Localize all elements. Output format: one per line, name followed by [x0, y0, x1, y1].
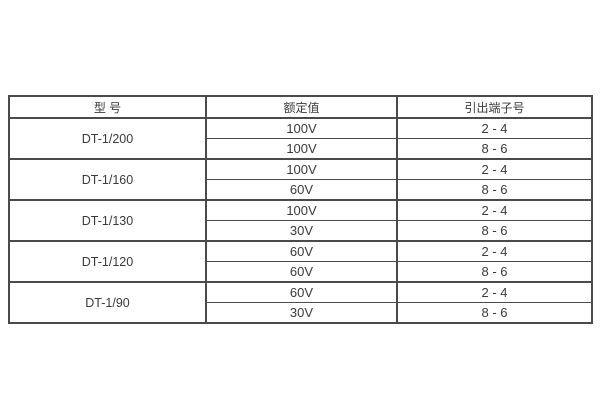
relay-spec-table: 型 号 额定值 引出端子号 DT-1/200 100V 2 - 4 100V 8… — [8, 95, 593, 324]
terminal-cell: 2 - 4 — [396, 281, 593, 303]
table-row: DT-1/120 60V 2 - 4 — [8, 240, 593, 283]
terminal-cell: 2 - 4 — [396, 240, 593, 262]
rated-value-cell: 100V — [205, 138, 398, 160]
rated-value-cell: 100V — [205, 117, 398, 139]
rated-value-cell: 100V — [205, 199, 398, 221]
header-row: 型 号 额定值 引出端子号 — [8, 95, 593, 119]
table-row: DT-1/200 100V 2 - 4 — [8, 117, 593, 160]
model-cell: DT-1/120 — [8, 240, 207, 283]
terminal-cell: 2 - 4 — [396, 199, 593, 221]
rated-value-cell: 30V — [205, 302, 398, 324]
table-row: DT-1/130 100V 2 - 4 — [8, 199, 593, 242]
terminal-cell: 8 - 6 — [396, 261, 593, 283]
rated-value-cell: 60V — [205, 179, 398, 201]
terminal-cell: 8 - 6 — [396, 179, 593, 201]
model-cell: DT-1/130 — [8, 199, 207, 242]
model-cell: DT-1/90 — [8, 281, 207, 324]
table-row: 60V 8 - 6 — [9, 261, 593, 283]
model-cell: DT-1/200 — [8, 117, 207, 160]
header-terminal-number: 引出端子号 — [396, 95, 593, 119]
table-row: DT-1/160 100V 2 - 4 — [8, 158, 593, 201]
terminal-cell: 8 - 6 — [396, 302, 593, 324]
model-cell: DT-1/160 — [8, 158, 207, 201]
header-model: 型 号 — [8, 95, 207, 119]
table-row: 30V 8 - 6 — [9, 302, 593, 324]
header-rated-value: 额定值 — [205, 95, 398, 119]
terminal-cell: 2 - 4 — [396, 158, 593, 180]
rated-value-cell: 60V — [205, 281, 398, 303]
table-row: DT-1/90 60V 2 - 4 — [8, 281, 593, 324]
terminal-cell: 2 - 4 — [396, 117, 593, 139]
table-row: 100V 8 - 6 — [9, 138, 593, 160]
table-row: 60V 8 - 6 — [9, 179, 593, 201]
terminal-cell: 8 - 6 — [396, 220, 593, 242]
rated-value-cell: 60V — [205, 261, 398, 283]
terminal-cell: 8 - 6 — [396, 138, 593, 160]
rated-value-cell: 30V — [205, 220, 398, 242]
rated-value-cell: 100V — [205, 158, 398, 180]
rated-value-cell: 60V — [205, 240, 398, 262]
